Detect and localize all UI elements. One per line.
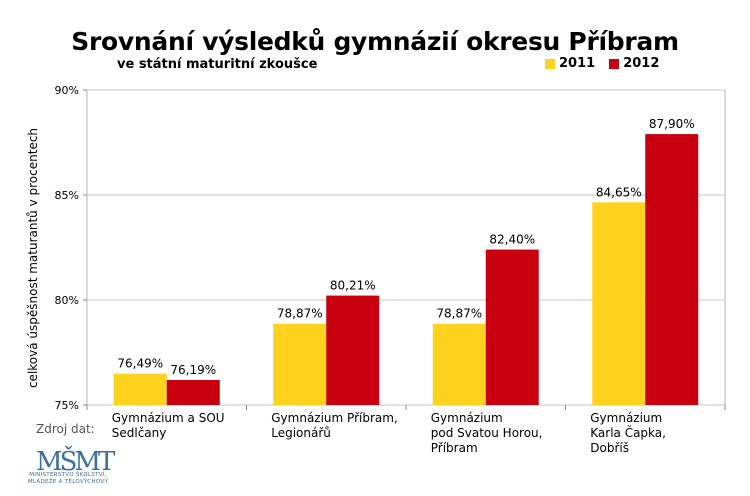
y-tick-label: 90%	[55, 84, 79, 97]
y-tick-label: 85%	[55, 189, 79, 202]
data-label: 87,90%	[649, 117, 695, 131]
legend-label-2012: 2012	[623, 56, 660, 71]
x-tick-label: Gymnázium Příbram,	[271, 411, 398, 425]
data-label: 82,40%	[489, 233, 535, 247]
logo-letters: MŠMT	[36, 445, 116, 477]
bar-2012-2	[485, 249, 539, 405]
x-tick-label: Gymnázium a SOU	[112, 411, 225, 425]
data-label: 78,87%	[277, 307, 323, 321]
legend-swatch-2011	[545, 58, 555, 69]
data-label: 76,49%	[117, 357, 163, 371]
bar-2012-3	[645, 134, 699, 405]
data-label: 78,87%	[436, 307, 482, 321]
x-tick-label: Sedlčany	[112, 426, 167, 440]
bar-2011-3	[592, 202, 646, 405]
logo-caption: MINISTERSTVO ŠKOLSTVÍ, MLÁDEŽE A TĚLOVÝC…	[12, 472, 124, 486]
legend-item-2012: 2012	[609, 56, 659, 71]
x-tick-label: Gymnázium	[590, 411, 662, 425]
chart-subtitle: ve státní maturitní zkoušce	[117, 57, 318, 72]
data-label: 84,65%	[596, 185, 642, 199]
logo-caption-line1: MINISTERSTVO ŠKOLSTVÍ,	[29, 472, 107, 478]
msmt-logo-icon: MŠMT	[36, 445, 119, 477]
bar-2011-0	[113, 373, 167, 405]
bar-2012-0	[166, 380, 220, 405]
x-tick-label: Karla Čapka,	[590, 425, 666, 440]
bar-2012-1	[326, 295, 380, 405]
source-label: Zdroj dat:	[36, 422, 95, 436]
y-tick-label: 75%	[55, 399, 79, 412]
x-tick-label: Příbram	[431, 441, 478, 455]
logo-caption-line2: MLÁDEŽE A TĚLOVÝCHOVY	[27, 479, 109, 485]
data-label: 76,19%	[170, 363, 216, 377]
legend-swatch-2012	[609, 58, 620, 69]
legend: 2011 2012	[545, 56, 659, 71]
x-tick-label: pod Svatou Horou,	[431, 426, 543, 440]
bar-2011-1	[273, 323, 327, 405]
x-tick-label: Gymnázium	[431, 411, 503, 425]
bar-2011-2	[432, 323, 486, 405]
x-tick-label: Legionářů	[271, 426, 331, 440]
data-label: 80,21%	[330, 279, 376, 293]
x-tick-label: Dobříš	[590, 441, 629, 455]
legend-label-2011: 2011	[559, 56, 596, 71]
legend-item-2011: 2011	[545, 56, 595, 71]
y-tick-label: 80%	[55, 294, 79, 307]
chart-title: Srovnání výsledků gymnázií okresu Příbra…	[71, 27, 679, 56]
